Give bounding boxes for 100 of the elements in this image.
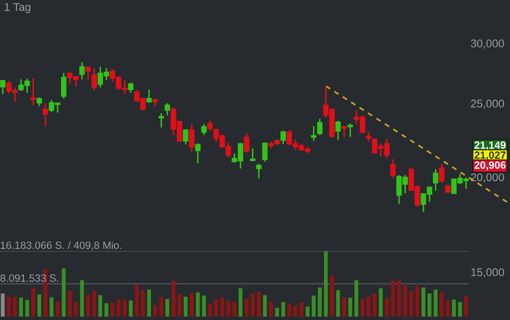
candlestick	[256, 163, 262, 180]
bar	[330, 275, 334, 317]
bar	[74, 302, 78, 317]
bar	[378, 288, 383, 317]
bar	[318, 287, 322, 317]
bar	[159, 297, 164, 317]
bar	[232, 302, 236, 317]
ref-line-label: 16.183.066 S. / 409,8 Mio.	[0, 241, 122, 250]
bar	[13, 296, 17, 317]
bar	[178, 294, 182, 317]
bar	[80, 280, 84, 317]
candlestick	[0, 79, 6, 95]
bar	[324, 251, 328, 317]
bar	[275, 308, 279, 317]
bar	[244, 298, 249, 317]
candlestick	[335, 120, 341, 141]
bar	[68, 290, 72, 317]
bar	[92, 290, 96, 317]
candlestick	[262, 142, 268, 162]
candlestick	[390, 158, 396, 180]
bar	[300, 302, 304, 317]
candlestick	[189, 123, 194, 153]
bar	[165, 298, 170, 317]
bar	[31, 288, 36, 317]
bar	[464, 296, 468, 317]
y-tick-label: 30,000	[470, 40, 504, 49]
bar	[19, 298, 23, 317]
bar	[62, 268, 66, 317]
candlestick	[207, 120, 213, 132]
bar	[141, 290, 145, 317]
candlestick	[30, 78, 36, 106]
bar	[294, 306, 298, 317]
bar	[269, 302, 273, 317]
candlestick	[250, 148, 256, 162]
candlestick	[61, 72, 66, 100]
bar	[458, 302, 462, 317]
bar	[354, 280, 358, 317]
y-tick-label: 15,000	[471, 268, 504, 278]
bar	[172, 280, 176, 317]
y-tick-label: 25,000	[471, 100, 504, 109]
bar	[190, 293, 194, 317]
bar	[37, 294, 42, 317]
bar	[397, 280, 401, 317]
bar	[434, 290, 438, 317]
bar	[202, 296, 206, 317]
bar	[415, 286, 420, 317]
bar	[391, 280, 395, 317]
candlestick	[317, 118, 322, 136]
bar	[256, 292, 261, 317]
bar	[6, 296, 11, 317]
bar	[98, 295, 102, 317]
annotation: 21,149	[474, 141, 506, 150]
bar	[196, 292, 200, 317]
candlestick	[348, 122, 353, 138]
bar	[116, 299, 120, 317]
bar	[25, 300, 30, 317]
bar	[50, 297, 54, 317]
bar	[147, 290, 151, 317]
candlestick	[341, 125, 347, 138]
bar	[384, 298, 389, 317]
bar	[446, 300, 450, 317]
candlestick	[439, 163, 444, 184]
bar	[104, 303, 108, 317]
candlestick	[158, 112, 164, 128]
bar	[226, 300, 230, 317]
bar	[238, 288, 242, 317]
annotation: 1 Tag	[4, 3, 30, 14]
candlestick	[128, 82, 134, 94]
bar	[0, 294, 5, 317]
bar	[110, 302, 114, 317]
candlestick	[146, 88, 152, 104]
candlestick	[280, 130, 286, 145]
candlestick	[244, 132, 250, 154]
bar	[403, 286, 408, 317]
candlestick	[42, 102, 48, 128]
bar	[86, 294, 90, 317]
candlestick	[201, 123, 207, 136]
bar	[342, 298, 346, 317]
bar	[128, 300, 133, 317]
bar	[208, 304, 212, 317]
bar	[348, 298, 352, 317]
bar	[428, 294, 432, 317]
bar	[422, 287, 426, 317]
bar	[306, 306, 310, 317]
bar	[263, 295, 267, 317]
bar	[134, 285, 139, 317]
bar	[360, 299, 364, 317]
candlestick	[432, 168, 438, 192]
bar	[122, 300, 127, 317]
annotation: 20,906	[474, 161, 506, 170]
bar	[336, 290, 340, 317]
bar	[287, 304, 292, 317]
bar	[440, 292, 444, 317]
candlestick	[91, 68, 97, 91]
y-tick-label: 20,000	[471, 173, 504, 183]
candlestick	[182, 128, 188, 145]
candlestick	[164, 102, 170, 116]
bar	[184, 296, 188, 317]
bar	[220, 298, 224, 317]
candlestick	[366, 131, 372, 142]
